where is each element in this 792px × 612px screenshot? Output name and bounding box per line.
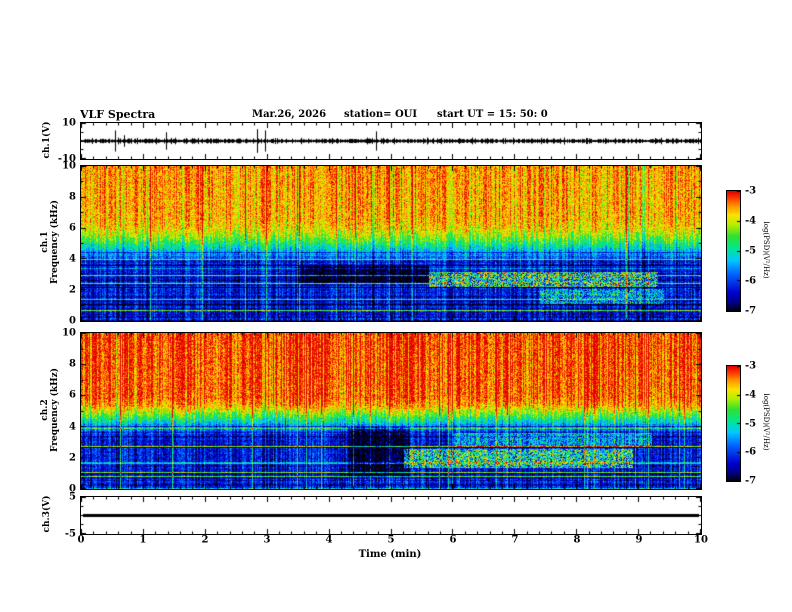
x-tick-label: 4 <box>325 534 333 546</box>
colorbar-tick-label: -3 <box>745 360 757 372</box>
ch2-frequency-axis-label: ch.2 Frequency (kHz) <box>40 368 60 452</box>
colorbar-tick-label: -5 <box>745 245 757 257</box>
plot-date: Mar.26, 2026 <box>252 109 327 120</box>
colorbar-1-canvas <box>727 191 740 311</box>
colorbar-tick-label: -6 <box>745 446 757 458</box>
colorbar-tick-label: -7 <box>745 305 757 317</box>
y-tick-label: 10 <box>62 160 76 172</box>
colorbar-tick-label: -6 <box>745 275 757 287</box>
x-tick-label: 5 <box>387 534 395 546</box>
x-tick-label: 7 <box>511 534 519 546</box>
plot-title: VLF Spectra <box>80 108 156 121</box>
y-tick-label: 4 <box>69 253 76 265</box>
y-tick-label: 4 <box>69 421 76 433</box>
ch3-voltage-axis-label: ch.3(V) <box>42 495 52 533</box>
x-tick-label: 10 <box>694 534 708 546</box>
colorbar-tick-label: -3 <box>745 185 757 197</box>
x-tick-label: 2 <box>201 534 209 546</box>
time-axis-label: Time (min) <box>358 549 422 560</box>
colorbar-2 <box>726 365 741 482</box>
ch2-label-line: ch.2 <box>40 399 50 421</box>
colorbar-tick-label: -4 <box>745 389 757 401</box>
ch2-spectrogram-panel <box>80 332 702 490</box>
ch1-waveform-canvas <box>81 123 701 159</box>
colorbar-2-canvas <box>727 366 740 481</box>
y-tick-label: 2 <box>69 284 76 296</box>
colorbar-tick-label: -5 <box>745 418 757 429</box>
colorbar-1 <box>726 190 741 312</box>
frequency-label-line: Frequency (kHz) <box>50 199 60 285</box>
y-tick-label: 0 <box>69 483 76 495</box>
ch1-spectrogram-canvas <box>81 166 701 321</box>
y-tick-label: 5 <box>69 491 76 503</box>
y-tick-label: 8 <box>69 358 76 370</box>
ch2-spectrogram-canvas <box>81 333 701 489</box>
x-tick-label: 8 <box>573 534 581 546</box>
y-tick-label: -5 <box>64 528 76 540</box>
ch1-label-line: ch.1 <box>40 231 50 253</box>
plot-start-ut: start UT = 15: 50: 0 <box>437 109 548 120</box>
x-tick-label: 3 <box>263 534 271 546</box>
y-tick-label: 8 <box>69 191 76 203</box>
ch1-voltage-axis-label: ch.1(V) <box>42 121 52 159</box>
x-tick-label: 6 <box>449 534 457 546</box>
y-tick-label: 0 <box>69 315 76 327</box>
x-tick-label: 0 <box>77 534 85 546</box>
x-tick-label: 1 <box>139 534 147 546</box>
ch1-waveform-panel <box>80 122 702 160</box>
x-tick-label: 9 <box>635 534 643 546</box>
ch3-waveform-panel <box>80 496 702 535</box>
y-tick-label: 2 <box>69 452 76 464</box>
plot-station: station= OUI <box>344 109 418 120</box>
colorbar-tick-label: -4 <box>745 215 757 227</box>
ch1-frequency-axis-label: ch.1 Frequency (kHz) <box>40 200 60 284</box>
ch1-spectrogram-panel <box>80 165 702 322</box>
y-tick-label: 10 <box>62 327 76 339</box>
colorbar-tick-label: -7 <box>745 475 757 487</box>
ch3-waveform-canvas <box>81 497 701 534</box>
frequency-label-line: Frequency (kHz) <box>50 367 60 453</box>
colorbar-2-label: log(PSD)(V²/Hz) <box>762 393 770 451</box>
y-tick-label: -10 <box>57 153 76 165</box>
y-tick-label: 6 <box>69 389 76 401</box>
y-tick-label: 6 <box>69 222 76 234</box>
colorbar-1-label: log(PSD)(V²/Hz) <box>762 221 770 279</box>
y-tick-label: 10 <box>62 117 76 129</box>
